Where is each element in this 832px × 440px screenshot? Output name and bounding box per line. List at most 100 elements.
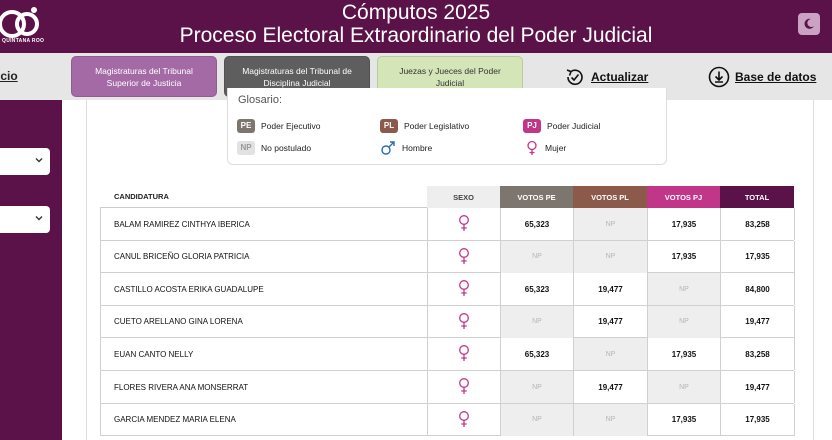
cell-candidatura: CASTILLO ACOSTA ERIKA GUADALUPE	[101, 273, 428, 306]
cell-votos-pl: NP	[574, 403, 648, 436]
cell-votos-pl: NP	[574, 338, 648, 371]
cell-candidatura: GARCIA MENDEZ MARIA ELENA	[101, 403, 428, 436]
chevron-down-icon	[35, 158, 43, 163]
glossary-label: Hombre	[402, 143, 433, 153]
glossary-title: Glosario:	[238, 94, 283, 106]
table-row: EUAN CANTO NELLY 65,323 NP 17,935 83,258	[100, 338, 795, 371]
page-title: Cómputos 2025	[341, 1, 491, 24]
cell-votos-pj: NP	[648, 371, 721, 403]
cell-votos-pe: 65,323	[501, 208, 574, 240]
glossary-item-hombre: Hombre	[380, 140, 432, 156]
cell-candidatura: CUETO ARELLANO GINA LORENA	[101, 305, 428, 338]
female-icon	[457, 312, 471, 332]
actualizar-label: Actualizar	[591, 70, 649, 84]
filter-select-2[interactable]	[0, 206, 50, 233]
table-row: GARCIA MENDEZ MARIA ELENA NP NP 17,935 17,93…	[100, 403, 795, 437]
cell-sexo	[428, 403, 501, 436]
cell-votos-pl: NP	[574, 208, 648, 240]
female-icon	[457, 377, 471, 397]
cell-candidatura: CANUL BRICEÑO GLORIA PATRICIA	[101, 240, 428, 273]
app-header: QUINTANA ROO Cómputos 2025 Proceso Elect…	[0, 0, 832, 53]
col-header-sexo[interactable]: SEXO	[427, 186, 500, 208]
cell-votos-pe: NP	[501, 305, 574, 338]
cell-votos-pe: 65,323	[501, 273, 574, 306]
cell-sexo	[428, 208, 501, 240]
col-header-votos-pe[interactable]: VOTOS PE	[500, 186, 573, 208]
table-row: BALAM RAMIREZ CINTHYA IBERICA 65,323 NP 17,…	[100, 208, 795, 241]
glossary-label: Poder Legislativo	[404, 121, 470, 131]
cell-votos-pl: 19,477	[574, 371, 648, 403]
male-icon	[381, 141, 395, 155]
cell-total: 83,258	[721, 338, 795, 371]
female-icon	[457, 344, 471, 364]
cell-sexo	[428, 240, 501, 273]
cell-votos-pe: NP	[501, 371, 574, 403]
cell-total: 19,477	[721, 371, 795, 403]
cell-votos-pl: 19,477	[574, 305, 648, 338]
glossary-item-pl: PL Poder Legislativo	[380, 119, 469, 133]
badge-pe: PE	[237, 119, 255, 133]
cell-votos-pe: NP	[501, 240, 574, 273]
glossary-panel: Glosario: PE Poder Ejecutivo PL Poder Le…	[227, 88, 667, 165]
glossary-item-pe: PE Poder Ejecutivo	[237, 119, 321, 133]
table-row: CANUL BRICEÑO GLORIA PATRICIA NP NP 17,935 1…	[100, 240, 795, 274]
female-icon	[527, 140, 537, 155]
female-icon	[457, 214, 471, 234]
actualizar-button[interactable]: Actualizar	[564, 66, 648, 88]
table-row: CUETO ARELLANO GINA LORENA NP 19,477 NP 19,4…	[100, 305, 795, 339]
cell-candidatura: BALAM RAMIREZ CINTHYA IBERICA	[101, 208, 428, 240]
cell-sexo	[428, 371, 501, 403]
female-icon	[457, 279, 471, 299]
cell-total: 17,935	[721, 240, 795, 273]
cell-total: 17,935	[721, 403, 795, 436]
cell-sexo	[428, 273, 501, 306]
female-icon	[457, 410, 471, 430]
cell-votos-pe: NP	[501, 403, 574, 436]
dark-mode-toggle[interactable]	[798, 13, 820, 35]
cell-votos-pl: NP	[574, 240, 648, 273]
badge-pl: PL	[380, 119, 398, 133]
cell-sexo	[428, 338, 501, 371]
cell-candidatura: EUAN CANTO NELLY	[101, 338, 428, 371]
cell-total: 83,258	[721, 208, 795, 240]
cell-votos-pj: 17,935	[648, 208, 721, 240]
col-header-votos-pj[interactable]: VOTOS PJ	[647, 186, 720, 208]
nav-inicio-link[interactable]: icio	[0, 69, 18, 83]
col-header-votos-pl[interactable]: VOTOS PL	[573, 186, 647, 208]
page-subtitle: Proceso Electoral Extraordinario del Pod…	[179, 24, 653, 47]
cell-votos-pj: 17,935	[648, 338, 721, 371]
cell-votos-pj: NP	[648, 305, 721, 338]
cell-total: 84,800	[721, 273, 795, 306]
base-datos-button[interactable]: Base de datos	[708, 66, 816, 88]
col-header-candidatura[interactable]: CANDIDATURA	[100, 186, 427, 208]
glossary-label: Mujer	[545, 143, 567, 153]
moon-icon	[804, 18, 814, 29]
cell-votos-pe: 65,323	[501, 338, 574, 371]
badge-np: NP	[237, 141, 255, 155]
female-icon	[457, 247, 471, 267]
glossary-item-np: NP No postulado	[237, 141, 311, 155]
cell-votos-pj: NP	[648, 273, 721, 306]
ieqroo-logo	[0, 7, 39, 38]
logo-text: QUINTANA ROO	[2, 38, 45, 44]
col-header-total[interactable]: TOTAL	[720, 186, 794, 208]
tab-tribunal-superior[interactable]: Magistraturas del Tribunal Superior de J…	[71, 56, 217, 97]
badge-pj: PJ	[523, 119, 541, 133]
cell-votos-pj: 17,935	[648, 403, 721, 436]
cell-total: 19,477	[721, 305, 795, 338]
glossary-label: No postulado	[261, 143, 312, 153]
glossary-label: Poder Ejecutivo	[261, 121, 321, 131]
filter-select-1[interactable]	[0, 148, 50, 175]
glossary-item-pj: PJ Poder Judicial	[523, 119, 600, 133]
refresh-icon	[566, 69, 583, 85]
cell-candidatura: FLORES RIVERA ANA MONSERRAT	[101, 371, 428, 403]
table-row: CASTILLO ACOSTA ERIKA GUADALUPE 65,323 19,…	[100, 273, 795, 306]
table-header: CANDIDATURA SEXO VOTOS PE VOTOS PL VOTOS…	[100, 186, 794, 208]
cell-votos-pl: 19,477	[574, 273, 648, 306]
cell-sexo	[428, 305, 501, 338]
glossary-item-mujer: Mujer	[525, 140, 566, 156]
base-datos-label: Base de datos	[735, 70, 817, 84]
download-icon	[708, 66, 730, 88]
cell-votos-pj: 17,935	[648, 240, 721, 273]
glossary-label: Poder Judicial	[547, 121, 601, 131]
